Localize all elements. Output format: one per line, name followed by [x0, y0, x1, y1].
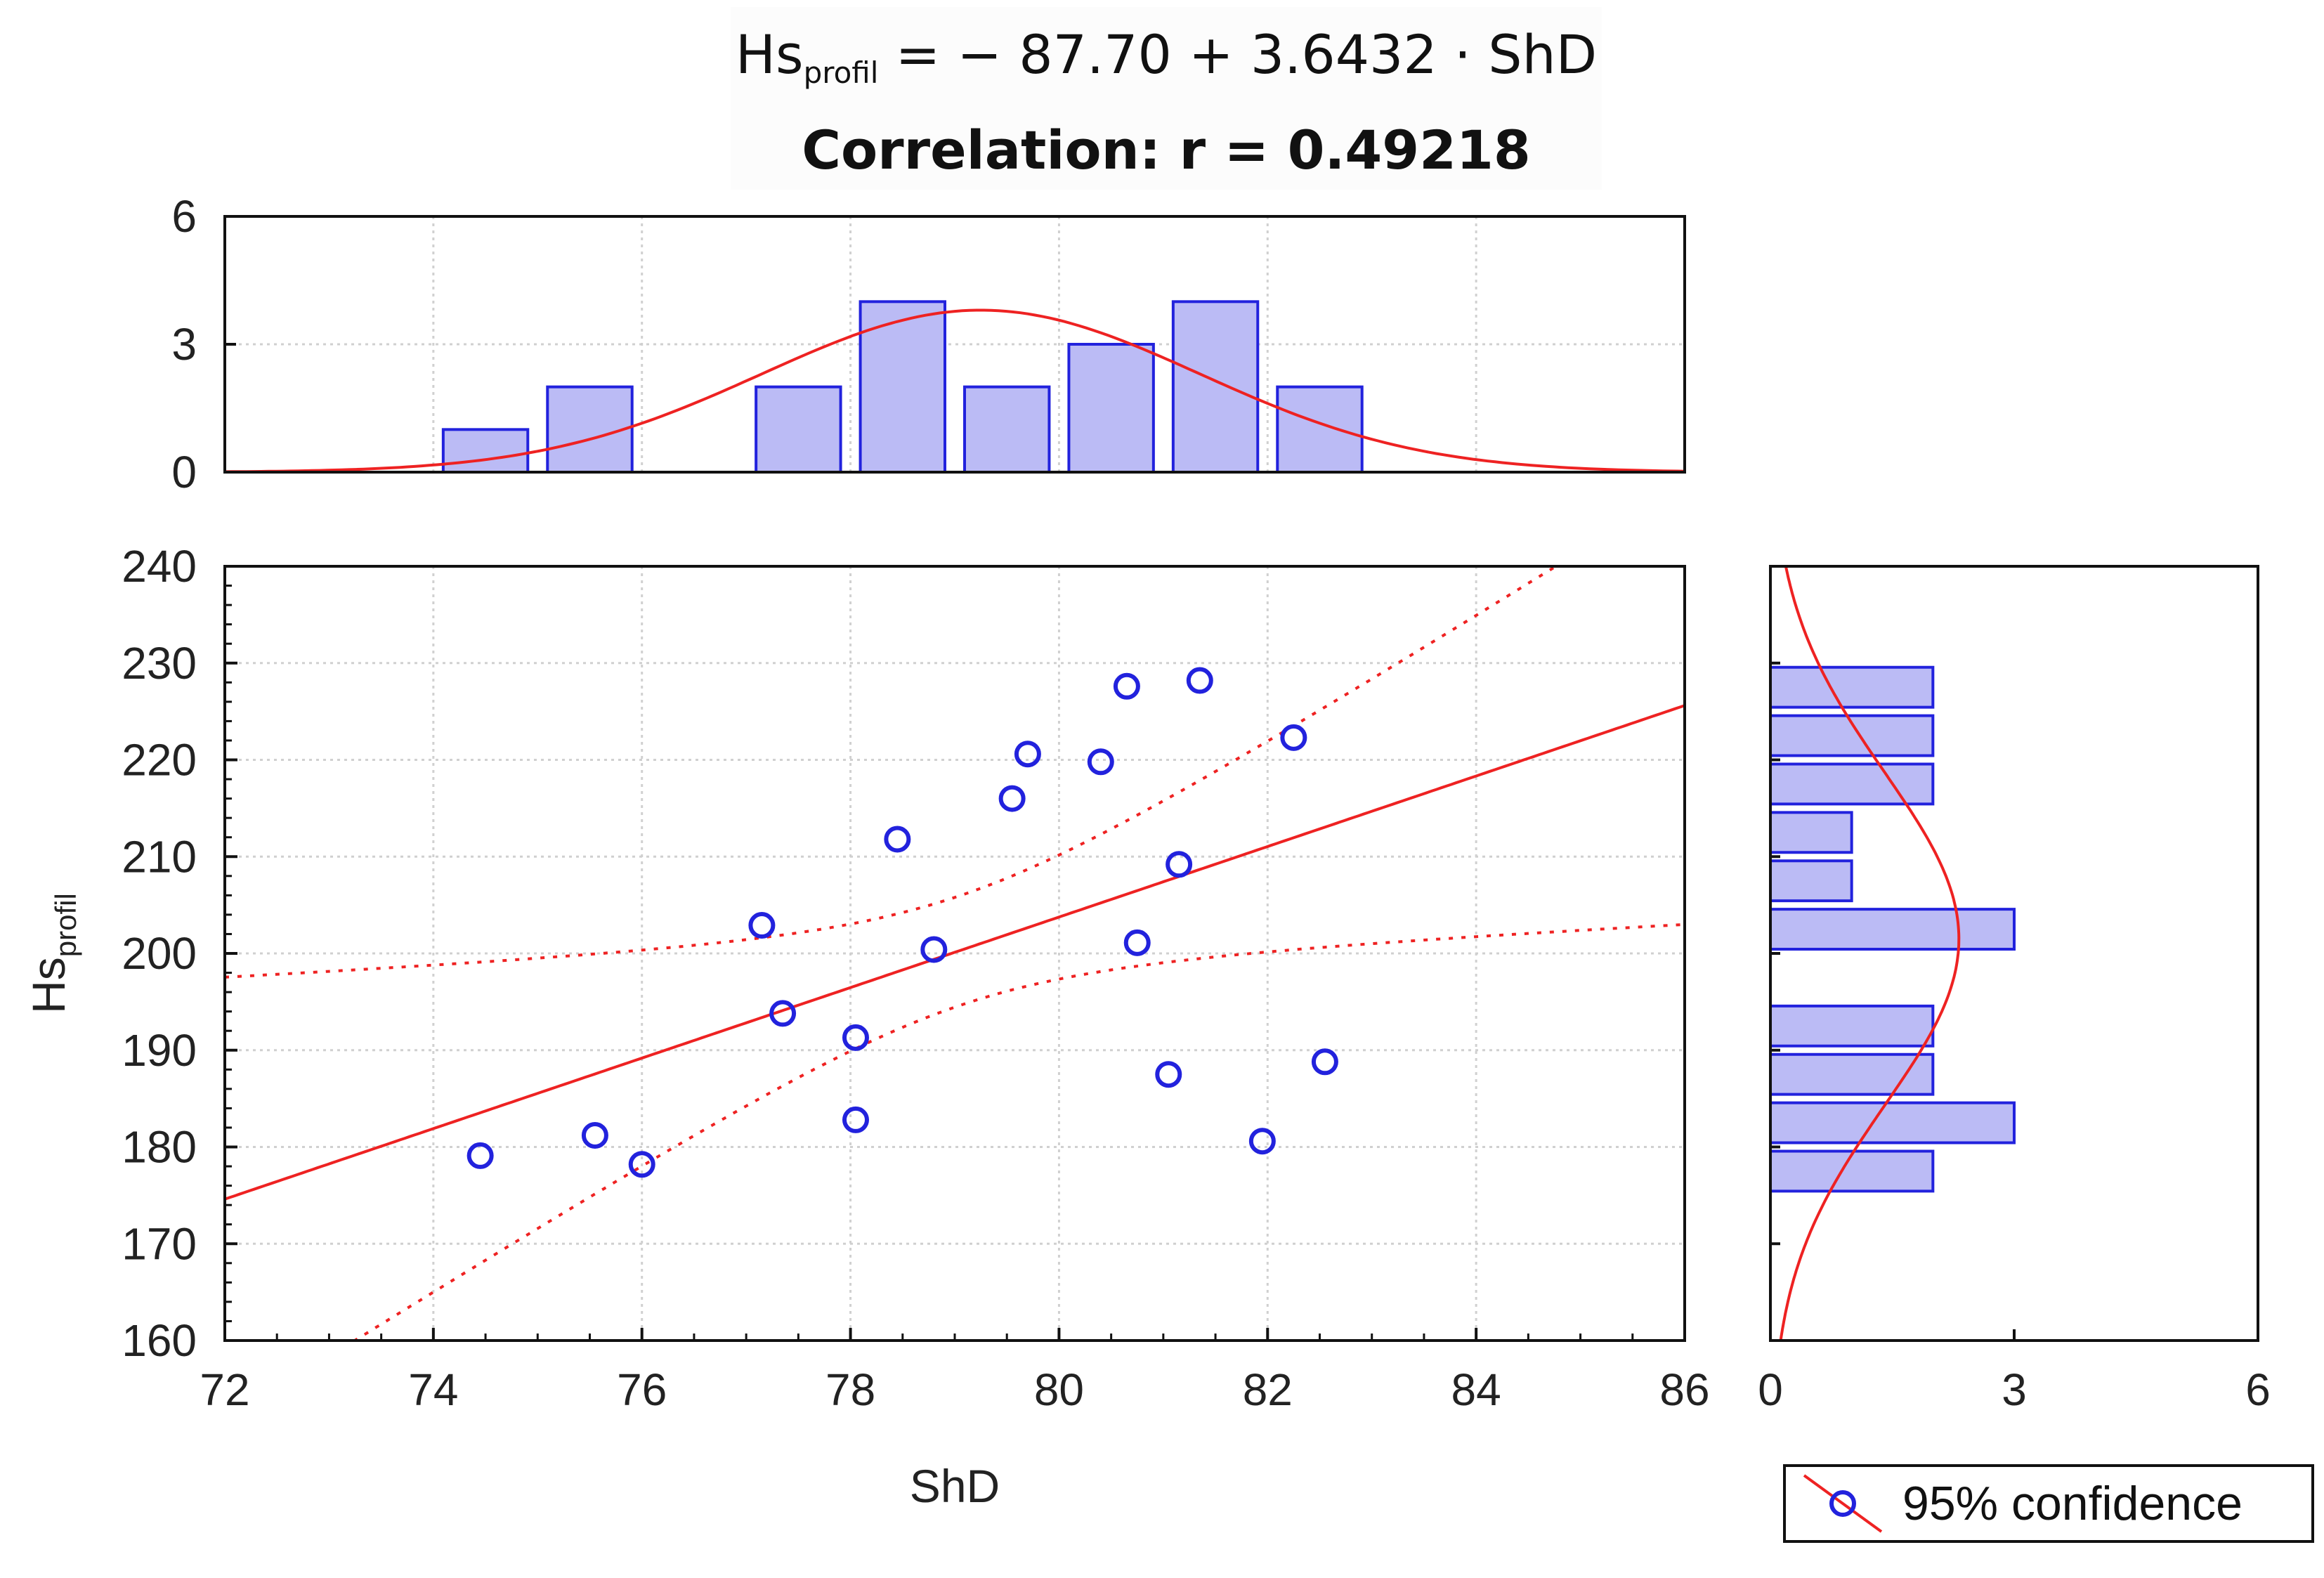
y-axis-title: Hsprofil	[22, 893, 82, 1014]
top-histogram: 0 3 6	[171, 191, 1686, 497]
scatter-point-11	[1087, 748, 1114, 776]
main-ytick-label-3: 190	[122, 1025, 197, 1076]
legend-box	[1783, 1464, 2314, 1543]
right-hist-bar-2	[1769, 762, 1935, 806]
scatter-point-18	[1280, 724, 1307, 751]
confidence-lower-line	[352, 922, 1685, 1341]
top-hist-bar-3	[546, 385, 634, 474]
right-xtick-label-1: 3	[2002, 1364, 2027, 1415]
top-ytick-label-1: 3	[171, 319, 197, 370]
right-hist-bar-8	[1769, 1052, 1935, 1096]
scatter-point-15	[1166, 851, 1193, 878]
scatter-point-14	[1155, 1061, 1182, 1088]
top-hist-bar-9	[1171, 300, 1260, 474]
top-hist-normal-curve	[224, 308, 1685, 474]
right-histogram: 0 3 6	[1758, 565, 2271, 1415]
y-axis-title-sub: profil	[49, 893, 82, 957]
legend-label: 95% confidence	[1902, 1477, 2243, 1530]
main-xtick-label-6: 84	[1451, 1364, 1501, 1415]
right-hist-bar-7	[1769, 1004, 1935, 1048]
right-hist-bar-5	[1769, 908, 2016, 951]
top-hist-bar-8	[1067, 343, 1155, 474]
scatter-point-16	[1186, 667, 1213, 694]
main-lines	[225, 566, 1685, 1341]
right-hist-bar-0	[1769, 665, 1935, 709]
scatter-point-12	[1113, 672, 1140, 700]
scatter-point-8	[920, 936, 948, 963]
scatter-point-4	[769, 1000, 797, 1027]
scatter-point-3	[748, 912, 776, 939]
main-xtick-label-7: 86	[1659, 1364, 1709, 1415]
eq-subscript: profil	[803, 56, 879, 90]
main-scatter-plot: 72 74 76 78 80 82 84 86 160 170 180 190 200 210 220 230…	[22, 541, 1710, 1512]
main-ytick-label-7: 230	[122, 638, 197, 689]
scatter-point-5	[842, 1024, 869, 1051]
eq-lhs: Hs	[735, 23, 804, 86]
scatter-point-0	[466, 1142, 494, 1169]
scatter-point-7	[884, 826, 911, 853]
main-plot-frame	[223, 565, 1686, 1342]
legend-point-icon	[1829, 1490, 1856, 1517]
right-hist-bar-4	[1769, 859, 1853, 903]
main-xtick-label-0: 72	[200, 1364, 249, 1415]
top-ytick-label-2: 6	[171, 191, 197, 242]
main-ytick-label-6: 220	[122, 735, 197, 785]
chart-title-block: Hsprofil = − 87.70 + 3.6432 · ShD Correl…	[731, 7, 1602, 190]
top-ytick-label-0: 0	[171, 447, 197, 497]
scatter-point-2	[628, 1151, 655, 1178]
main-xtick-label-3: 78	[825, 1364, 875, 1415]
main-xtick-label-1: 74	[408, 1364, 458, 1415]
main-ytick-label-5: 210	[122, 831, 197, 882]
legend: 95% confidence	[1783, 1464, 2314, 1543]
regression-equation: Hsprofil = − 87.70 + 3.6432 · ShD	[731, 20, 1602, 108]
top-hist-bar-6	[859, 300, 946, 474]
x-axis-title: ShD	[910, 1460, 1000, 1512]
main-ytick-label-2: 180	[122, 1122, 197, 1173]
top-hist-bar-10	[1276, 385, 1364, 474]
top-hist-bar-7	[963, 385, 1051, 474]
correlation-label: Correlation: r = 0.49218	[802, 119, 1531, 181]
right-hist-normal-curve	[1779, 566, 1961, 1341]
right-hist-bar-3	[1769, 811, 1853, 854]
scatter-point-19	[1311, 1048, 1338, 1076]
main-xtick-label-4: 80	[1034, 1364, 1084, 1415]
top-hist-bar-5	[755, 385, 842, 474]
scatter-point-6	[842, 1106, 869, 1133]
right-xtick-label-0: 0	[1758, 1364, 1783, 1415]
scatter-point-13	[1123, 929, 1151, 956]
legend-line-icon	[1803, 1474, 1883, 1533]
y-axis-title-main: Hs	[22, 957, 74, 1014]
right-hist-frame	[1769, 565, 2259, 1342]
main-xtick-label-2: 76	[617, 1364, 667, 1415]
scatter-point-10	[1014, 741, 1041, 768]
main-ytick-label-1: 170	[122, 1218, 197, 1269]
right-xtick-label-2: 6	[2245, 1364, 2271, 1415]
main-ytick-label-8: 240	[122, 541, 197, 592]
top-hist-frame	[223, 215, 1686, 474]
scatter-point-1	[581, 1121, 608, 1149]
main-xtick-label-5: 82	[1243, 1364, 1293, 1415]
eq-rhs: = − 87.70 + 3.6432 · ShD	[878, 23, 1598, 86]
main-ytick-label-4: 200	[122, 928, 197, 979]
confidence-upper-line	[225, 566, 1559, 979]
scatter-point-17	[1248, 1128, 1276, 1155]
main-ytick-label-0: 160	[122, 1315, 197, 1366]
scatter-point-9	[998, 785, 1026, 812]
right-hist-bar-9	[1769, 1101, 2016, 1145]
top-hist-bar-2	[441, 428, 530, 474]
regression-line	[225, 704, 1685, 1201]
